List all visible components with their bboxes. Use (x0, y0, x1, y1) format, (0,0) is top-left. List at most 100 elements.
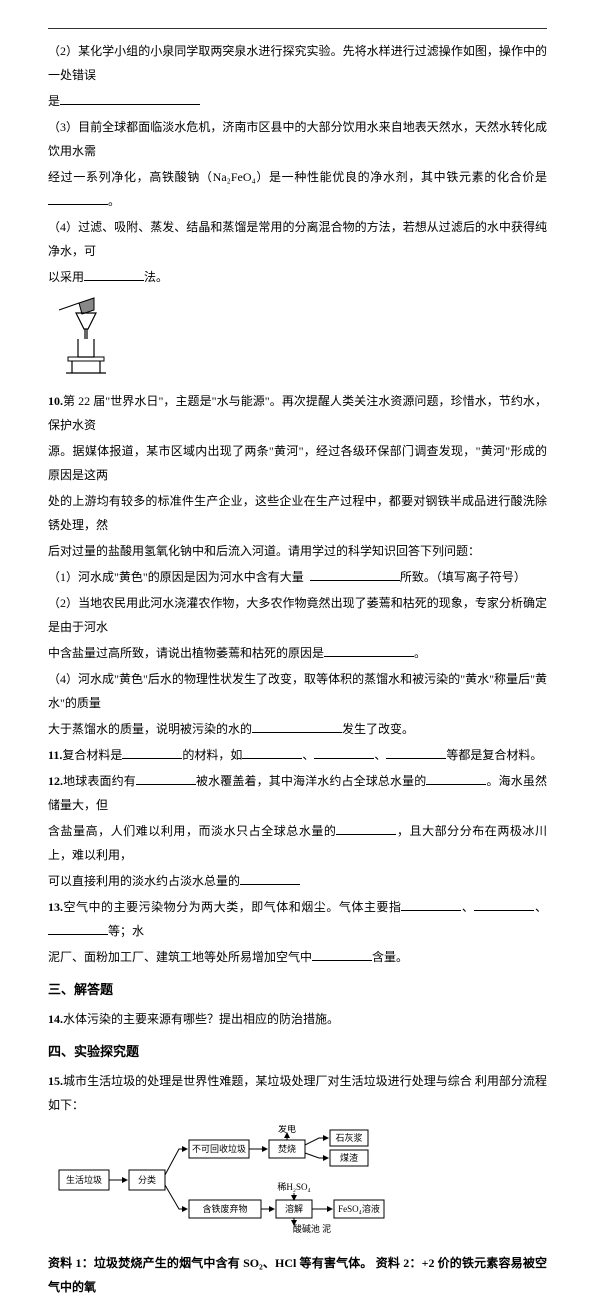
q10-sub2-l1: （2）当地农民用此河水浇灌农作物，大多农作物竟然出现了萎蔫和枯死的现象，专家分析… (48, 591, 547, 639)
q11-m2: 、 (302, 748, 314, 762)
q13-b3 (48, 923, 108, 935)
q12-p1: 地球表面约有 (63, 774, 136, 788)
q10-sub1-blank (310, 569, 400, 581)
material-line: 资料 1：垃圾焚烧产生的烟气中含有 SO₂、HCl 等有害气体。 资料 2：+2… (48, 1251, 547, 1299)
q10-sub1-prefix: （1）河水成"黄色"的原因是因为河水中含有大量 (48, 570, 304, 584)
node-sort: 分类 (138, 1174, 156, 1185)
q13-b1 (401, 899, 461, 911)
q10-sub1-suffix: 所致。（填写离子符号） (400, 570, 526, 584)
q10-l2: 源。据媒体报道，某市区域内出现了两条"黄河"，经过各级环保部门调查发现，"黄河"… (48, 444, 547, 482)
q12-p2: 含盐量高，人们难以利用，而淡水只占全球总水量的 (48, 824, 336, 838)
q14: 14.水体污染的主要来源有哪些？提出相应的防治措施。 (48, 1007, 547, 1031)
q12-m1: 被水覆盖着，其中海洋水约占全球总水量的 (196, 774, 426, 788)
q13-p2: 泥厂、面粉加工厂、建筑工地等处所易增加空气中 (48, 950, 312, 964)
flowchart-svg: 生活垃圾 分类 不可回收垃圾 焚烧 发电 石灰浆 煤渣 含铁废弃物 溶解 稀H₂… (54, 1125, 394, 1235)
q3-text: （3）目前全球都面临淡水危机，济南市区县中的大部分饮用水来自地表天然水，天然水转… (48, 120, 547, 158)
q10-line3: 处的上游均有较多的标准件生产企业，这些企业在生产过程中，都要对钢铁半成品进行酸洗… (48, 489, 547, 537)
funnel-svg (54, 295, 114, 375)
node-feso4: FeSO₄溶液 (338, 1203, 380, 1214)
q14-num: 14. (48, 1012, 63, 1026)
q15-num: 15. (48, 1074, 63, 1088)
section-4-title: 四、实验探究题 (48, 1039, 547, 1065)
q12-b2 (426, 773, 486, 785)
top-rule (48, 28, 547, 29)
q13-m2: 、 (534, 900, 547, 914)
node-dissolve: 溶解 (285, 1203, 303, 1214)
q10-l4: 后对过量的盐酸用氢氧化钠中和后流入河道。请用学过的科学知识回答下列问题： (48, 544, 480, 558)
q2-blank (60, 93, 200, 105)
q10-sub2-l2: 中含盐量过高所致，请说出植物萎蔫和枯死的原因是 。 (48, 641, 547, 665)
material-text: 资料 1：垃圾焚烧产生的烟气中含有 SO₂、HCl 等有害气体。 资料 2：+2… (48, 1256, 547, 1294)
q10-line4: 后对过量的盐酸用氢氧化钠中和后流入河道。请用学过的科学知识回答下列问题： (48, 539, 547, 563)
q3-suffix: 。 (108, 194, 120, 208)
funnel-figure (54, 295, 547, 383)
q10-sub2-t1: （2）当地农民用此河水浇灌农作物，大多农作物竟然出现了萎蔫和枯死的现象，专家分析… (48, 596, 547, 634)
q10-l1: 第 22 届"世界水日"，主题是"水与能源"。再次提醒人类关注水资源问题，珍惜水… (48, 394, 547, 432)
node-h2so4: 稀H₂SO₄ (277, 1181, 310, 1192)
q11: 11.复合材料是的材料，如、、等都是复合材料。 (48, 743, 547, 767)
q11-b1 (122, 747, 182, 759)
q12-l1: 12.地球表面约有被水覆盖着，其中海洋水约占全球总水量的。海水虽然储量大，但 (48, 769, 547, 817)
q10-sub1: （1）河水成"黄色"的原因是因为河水中含有大量 所致。（填写离子符号） (48, 565, 547, 589)
q11-b3 (314, 747, 374, 759)
q12-b4 (240, 873, 300, 885)
q10-sub4-t1: （4）河水成"黄色"后水的物理性状发生了改变，取等体积的蒸馏水和被污染的"黄水"… (48, 672, 547, 710)
q10-sub2-blank (324, 645, 414, 657)
q3-line1: （3）目前全球都面临淡水危机，济南市区县中的大部分饮用水来自地表天然水，天然水转… (48, 115, 547, 163)
q10-line2: 源。据媒体报道，某市区域内出现了两条"黄河"，经过各级环保部门调查发现，"黄河"… (48, 439, 547, 487)
q13-s2: 含量。 (372, 950, 408, 964)
q11-m3: 、 (374, 748, 386, 762)
q10-line1: 10.第 22 届"世界水日"，主题是"水与能源"。再次提醒人类关注水资源问题，… (48, 389, 547, 437)
q2-text: （2）某化学小组的小泉同学取两突泉水进行探究实验。先将水样进行过滤操作如图，操作… (48, 44, 547, 82)
q13-l2: 泥厂、面粉加工厂、建筑工地等处所易增加空气中 含量。 (48, 945, 547, 969)
flowchart-figure: 生活垃圾 分类 不可回收垃圾 焚烧 发电 石灰浆 煤渣 含铁废弃物 溶解 稀H₂… (54, 1125, 547, 1243)
q4-line2-prefix: 以采用 (48, 270, 84, 284)
q2-line2: 是 (48, 89, 547, 113)
q10-sub4-blank (252, 721, 342, 733)
q11-m1: 的材料，如 (182, 748, 242, 762)
q10-sub4-l2: 大于蒸馏水的质量，说明被污染的水的 发生了改变。 (48, 717, 547, 741)
q2-line2-prefix: 是 (48, 94, 60, 108)
q10-sub2-prefix: 中含盐量过高所致，请说出植物萎蔫和枯死的原因是 (48, 646, 324, 660)
q13-s1: 等；水 (108, 924, 144, 938)
q11-s: 等都是复合材料。 (446, 748, 542, 762)
q4-suffix: 法。 (144, 270, 168, 284)
node-coalash: 石灰浆 (335, 1132, 362, 1143)
q12-p3: 可以直接利用的淡水约占淡水总量的 (48, 874, 240, 888)
q11-num: 11. (48, 748, 62, 762)
node-nonrecycle: 不可回收垃圾 (192, 1143, 246, 1154)
q10-sub2-suffix: 。 (414, 646, 426, 660)
q12-l2: 含盐量高，人们难以利用，而淡水只占全球总水量的，且大部分分布在两极冰川上，难以利… (48, 819, 547, 867)
section-3-title: 三、解答题 (48, 977, 547, 1003)
q15: 15.城市生活垃圾的处理是世界性难题，某垃圾处理厂对生活垃圾进行处理与综合 利用… (48, 1069, 547, 1117)
q12-b3 (336, 823, 396, 835)
node-power: 发电 (278, 1125, 296, 1134)
q4-line1: （4）过滤、吸附、蒸发、结晶和蒸馏是常用的分离混合物的方法，若想从过滤后的水中获… (48, 215, 547, 263)
q12-num: 12. (48, 774, 63, 788)
q10-sub4-l1: （4）河水成"黄色"后水的物理性状发生了改变，取等体积的蒸馏水和被污染的"黄水"… (48, 667, 547, 715)
q4-text: （4）过滤、吸附、蒸发、结晶和蒸馏是常用的分离混合物的方法，若想从过滤后的水中获… (48, 220, 547, 258)
q10-sub4-suffix: 发生了改变。 (342, 722, 414, 736)
q10-num: 10. (48, 394, 63, 408)
node-burn: 焚烧 (278, 1143, 296, 1154)
q10-sub4-prefix: 大于蒸馏水的质量，说明被污染的水的 (48, 722, 252, 736)
q13-l1: 13.空气中的主要污染物分为两大类，即气体和烟尘。气体主要指、、等；水 (48, 895, 547, 943)
q13-b2 (474, 899, 534, 911)
q13-p: 空气中的主要污染物分为两大类，即气体和烟尘。气体主要指 (63, 900, 401, 914)
q2-line1: （2）某化学小组的小泉同学取两突泉水进行探究实验。先将水样进行过滤操作如图，操作… (48, 39, 547, 87)
node-start: 生活垃圾 (66, 1174, 102, 1185)
q12-b1 (136, 773, 196, 785)
q3-line2: 经过一系列净化，高铁酸钠（Na₂FeO₄）是一种性能优良的净水剂，其中铁元素的化… (48, 165, 547, 213)
q12-l3: 可以直接利用的淡水约占淡水总量的 (48, 869, 547, 893)
q13-b4 (312, 949, 372, 961)
q11-b4 (386, 747, 446, 759)
node-recycle: 含铁废弃物 (202, 1203, 247, 1214)
node-acidfilter: 酸碱池 泥 (293, 1223, 331, 1234)
q3-blank (48, 193, 108, 205)
q10-l3: 处的上游均有较多的标准件生产企业，这些企业在生产过程中，都要对钢铁半成品进行酸洗… (48, 494, 547, 532)
node-slag: 煤渣 (340, 1152, 358, 1163)
q13-num: 13. (48, 900, 63, 914)
q11-b2 (242, 747, 302, 759)
q14-text: 水体污染的主要来源有哪些？提出相应的防治措施。 (63, 1012, 339, 1026)
q4-blank (84, 269, 144, 281)
